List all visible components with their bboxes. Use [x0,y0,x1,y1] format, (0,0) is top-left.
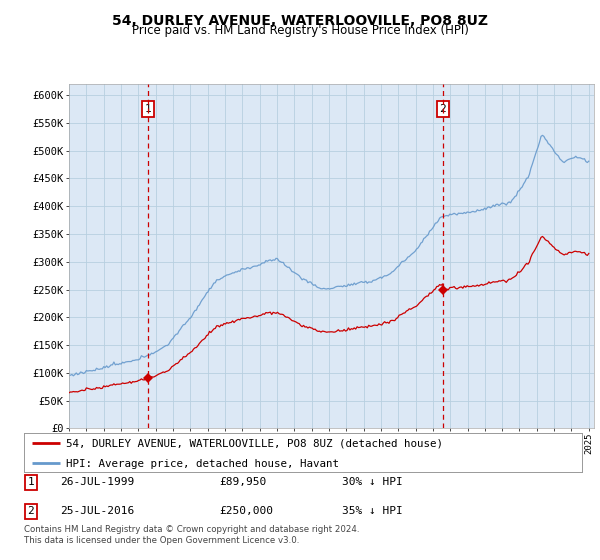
Text: HPI: Average price, detached house, Havant: HPI: Average price, detached house, Hava… [66,459,339,469]
Text: 1: 1 [145,104,152,114]
Text: 26-JUL-1999: 26-JUL-1999 [60,478,134,488]
Text: 25-JUL-2016: 25-JUL-2016 [60,506,134,516]
Text: 30% ↓ HPI: 30% ↓ HPI [342,478,403,488]
Text: Price paid vs. HM Land Registry's House Price Index (HPI): Price paid vs. HM Land Registry's House … [131,24,469,37]
Text: 35% ↓ HPI: 35% ↓ HPI [342,506,403,516]
Text: 2: 2 [28,506,34,516]
Text: 1: 1 [28,478,34,488]
Text: 54, DURLEY AVENUE, WATERLOOVILLE, PO8 8UZ: 54, DURLEY AVENUE, WATERLOOVILLE, PO8 8U… [112,14,488,28]
Text: £250,000: £250,000 [220,506,273,516]
Text: 54, DURLEY AVENUE, WATERLOOVILLE, PO8 8UZ (detached house): 54, DURLEY AVENUE, WATERLOOVILLE, PO8 8U… [66,438,443,449]
Text: 2: 2 [439,104,446,114]
Text: £89,950: £89,950 [220,478,266,488]
Text: Contains HM Land Registry data © Crown copyright and database right 2024.
This d: Contains HM Land Registry data © Crown c… [24,525,359,545]
